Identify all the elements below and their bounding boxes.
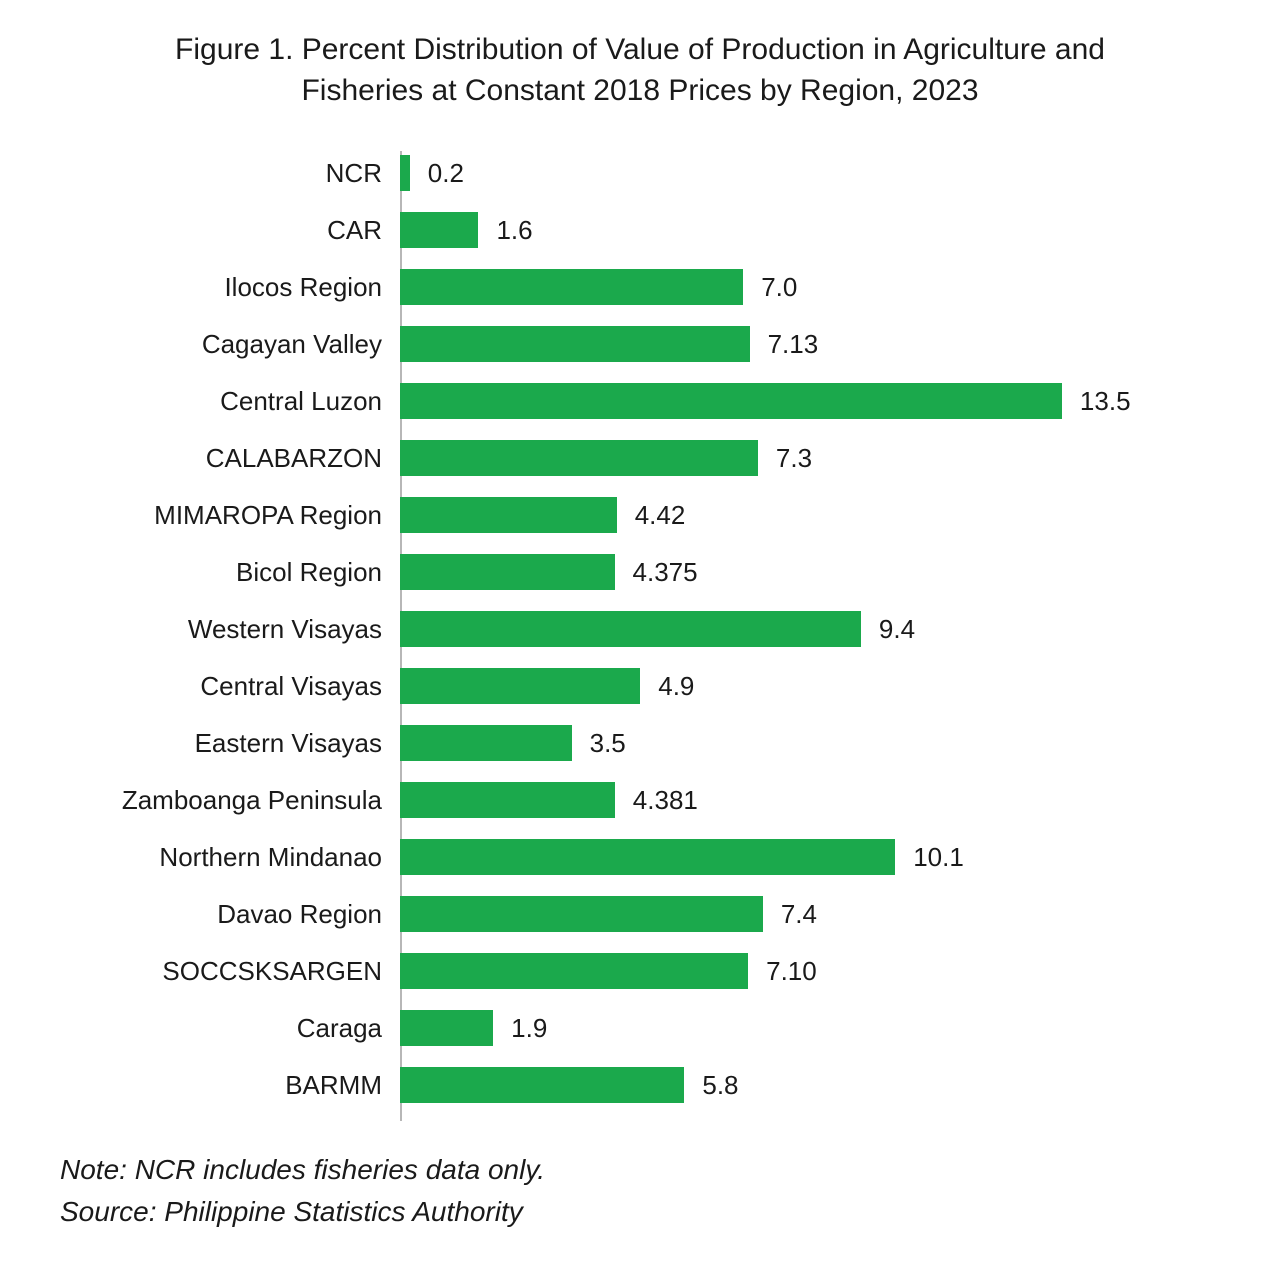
value-label: 10.1 — [895, 842, 964, 873]
source-line: Source: Philippine Statistics Authority — [60, 1191, 1220, 1233]
category-label: BARMM — [62, 1070, 400, 1101]
bar-row: SOCCSKSARGEN7.10 — [400, 953, 817, 989]
category-label: Cagayan Valley — [62, 329, 400, 360]
bar — [400, 725, 572, 761]
chart-title: Figure 1. Percent Distribution of Value … — [115, 30, 1165, 111]
bar — [400, 896, 763, 932]
bar-row: Western Visayas9.4 — [400, 611, 915, 647]
bar-row: Cagayan Valley7.13 — [400, 326, 818, 362]
bar-row: Caraga1.9 — [400, 1010, 547, 1046]
bar — [400, 782, 615, 818]
category-label: Central Visayas — [62, 671, 400, 702]
value-label: 9.4 — [861, 614, 915, 645]
chart-notes: Note: NCR includes fisheries data only. … — [60, 1149, 1220, 1233]
bar-row: CALABARZON7.3 — [400, 440, 812, 476]
bar — [400, 440, 758, 476]
value-label: 5.8 — [684, 1070, 738, 1101]
category-label: CALABARZON — [62, 443, 400, 474]
bar-row: MIMAROPA Region4.42 — [400, 497, 685, 533]
bar — [400, 953, 748, 989]
bar — [400, 497, 617, 533]
category-label: Caraga — [62, 1013, 400, 1044]
bar-row: Central Visayas4.9 — [400, 668, 694, 704]
category-label: NCR — [62, 158, 400, 189]
page: Figure 1. Percent Distribution of Value … — [0, 0, 1280, 1271]
bar — [400, 611, 861, 647]
value-label: 13.5 — [1062, 386, 1131, 417]
value-label: 4.381 — [615, 785, 698, 816]
bar — [400, 839, 895, 875]
bar-row: Ilocos Region7.0 — [400, 269, 797, 305]
category-label: Northern Mindanao — [62, 842, 400, 873]
category-label: Ilocos Region — [62, 272, 400, 303]
bar-row: Bicol Region4.375 — [400, 554, 698, 590]
category-label: Davao Region — [62, 899, 400, 930]
category-label: Eastern Visayas — [62, 728, 400, 759]
note-line: Note: NCR includes fisheries data only. — [60, 1149, 1220, 1191]
value-label: 7.3 — [758, 443, 812, 474]
bar — [400, 1010, 493, 1046]
bar-row: Davao Region7.4 — [400, 896, 817, 932]
bar — [400, 1067, 684, 1103]
bar — [400, 383, 1062, 419]
value-label: 4.42 — [617, 500, 686, 531]
bar-row: Zamboanga Peninsula4.381 — [400, 782, 698, 818]
value-label: 1.6 — [478, 215, 532, 246]
bar — [400, 155, 410, 191]
value-label: 7.13 — [750, 329, 819, 360]
category-label: Central Luzon — [62, 386, 400, 417]
bar-row: BARMM5.8 — [400, 1067, 739, 1103]
value-label: 4.375 — [615, 557, 698, 588]
bar — [400, 668, 640, 704]
bar — [400, 269, 743, 305]
bar-row: Northern Mindanao10.1 — [400, 839, 964, 875]
value-label: 1.9 — [493, 1013, 547, 1044]
category-label: SOCCSKSARGEN — [62, 956, 400, 987]
category-label: MIMAROPA Region — [62, 500, 400, 531]
bar-row: Central Luzon13.5 — [400, 383, 1131, 419]
value-label: 4.9 — [640, 671, 694, 702]
bar — [400, 326, 750, 362]
category-label: Western Visayas — [62, 614, 400, 645]
value-label: 0.2 — [410, 158, 464, 189]
bar-row: NCR0.2 — [400, 155, 464, 191]
value-label: 7.10 — [748, 956, 817, 987]
bar — [400, 212, 478, 248]
bar — [400, 554, 615, 590]
category-label: CAR — [62, 215, 400, 246]
bar-row: Eastern Visayas3.5 — [400, 725, 626, 761]
category-label: Zamboanga Peninsula — [62, 785, 400, 816]
value-label: 7.4 — [763, 899, 817, 930]
value-label: 3.5 — [572, 728, 626, 759]
bar-row: CAR1.6 — [400, 212, 533, 248]
category-label: Bicol Region — [62, 557, 400, 588]
bar-chart: NCR0.2 CAR1.6 Ilocos Region7.0 Cagayan Vall… — [400, 151, 1160, 1121]
value-label: 7.0 — [743, 272, 797, 303]
